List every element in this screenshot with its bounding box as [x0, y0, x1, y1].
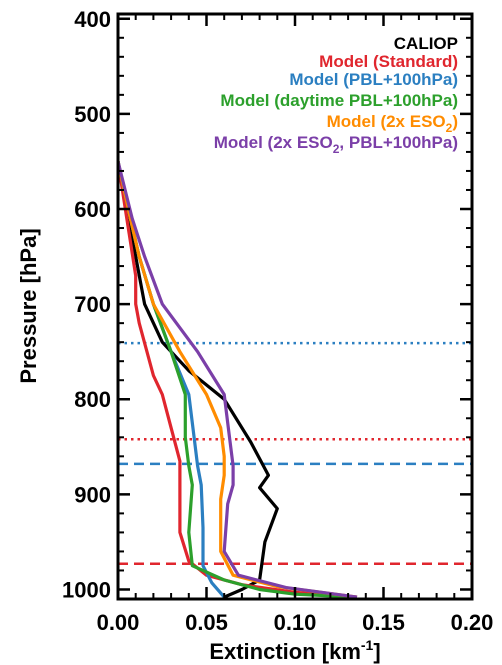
y-axis-label: Pressure [hPa] [16, 228, 41, 383]
x-tick-label: 0.10 [274, 610, 317, 635]
y-tick-label: 700 [74, 292, 111, 317]
y-tick-label: 1000 [62, 577, 111, 602]
series-line-2 [118, 161, 358, 599]
y-tick-label: 600 [74, 197, 111, 222]
y-tick-label: 800 [74, 387, 111, 412]
x-tick-label: 0.00 [97, 610, 140, 635]
y-tick-label: 900 [74, 482, 111, 507]
plot-frame [116, 12, 474, 601]
series-line-1 [118, 161, 279, 599]
x-tick-label: 0.05 [185, 610, 228, 635]
legend-entry-5: Model (2x ESO2) [327, 112, 458, 135]
series-line-6 [118, 161, 358, 599]
x-tick-label: 0.15 [362, 610, 405, 635]
legend-entry-4: Model (daytime PBL+100hPa) [220, 91, 458, 110]
y-tick-label: 500 [74, 102, 111, 127]
legend-entry-3: Model (PBL+100hPa) [289, 70, 458, 89]
x-axis-label: Extinction [km-1] [209, 637, 380, 664]
legend-entry-6: Model (2x ESO2, PBL+100hPa) [214, 133, 458, 156]
y-tick-labels: 400 500 600 700 800 900 1000 [62, 7, 111, 603]
legend-entry-1: CALIOP [394, 34, 458, 53]
legend-entry-2: Model (Standard) [319, 52, 458, 71]
x-tick-labels: 0.00 0.05 0.10 0.15 0.20 [97, 610, 494, 635]
x-tick-label: 0.20 [451, 610, 494, 635]
reference-lines [118, 341, 472, 566]
series-group [118, 161, 358, 599]
series-line-5 [118, 161, 358, 599]
y-tick-label: 400 [74, 7, 111, 32]
